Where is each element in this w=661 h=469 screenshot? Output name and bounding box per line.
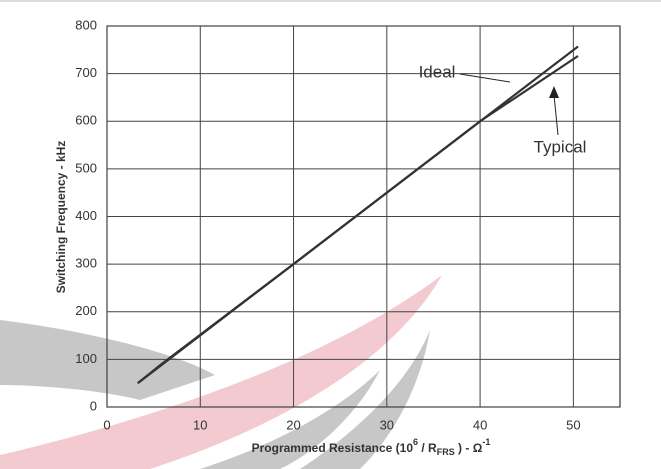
- y-tick-label: 0: [90, 398, 97, 413]
- x-axis-label-part: ) - Ω: [455, 441, 483, 455]
- plot-area: 0 100 200 300 400 500 600 700 800 0 10 20 30 40 50: [75, 17, 621, 432]
- y-tick-label: 500: [75, 160, 97, 175]
- y-tick-label: 600: [75, 113, 97, 128]
- x-axis-label-part: 6: [413, 437, 418, 447]
- annotation: Ideal: [419, 62, 456, 81]
- watermark-swoosh: [200, 370, 380, 469]
- x-axis-label-part: -1: [482, 437, 490, 447]
- x-axis-label-part: FRS: [437, 447, 455, 457]
- y-tick-label: 200: [75, 303, 97, 318]
- x-tick-label: 0: [103, 417, 110, 432]
- watermark-swoosh: [300, 330, 430, 469]
- x-axis-label-part: / R: [418, 441, 437, 455]
- x-axis-label-part: Programmed Resistance (10: [252, 441, 414, 455]
- watermark-swoosh: [0, 275, 442, 469]
- x-axis-label: Programmed Resistance (106 / RFRS ) - Ω-…: [252, 437, 491, 457]
- x-tick-label: 40: [473, 417, 487, 432]
- annotation-arrowhead: [549, 86, 559, 98]
- y-tick-label: 700: [75, 65, 97, 80]
- x-tick-label: 50: [566, 417, 580, 432]
- y-tick-label: 300: [75, 256, 97, 271]
- annotation-leader: [459, 73, 511, 83]
- annotation: Typical: [534, 137, 587, 156]
- y-tick-label: 100: [75, 351, 97, 366]
- y-tick-label: 800: [75, 17, 97, 32]
- y-tick-label: 400: [75, 208, 97, 223]
- annotation-leader: [553, 94, 559, 136]
- y-axis-label: Switching Frequency - kHz: [54, 141, 68, 294]
- x-tick-label: 10: [193, 417, 207, 432]
- x-tick-label: 30: [380, 417, 394, 432]
- x-tick-label: 20: [286, 417, 300, 432]
- series-line: [137, 55, 579, 385]
